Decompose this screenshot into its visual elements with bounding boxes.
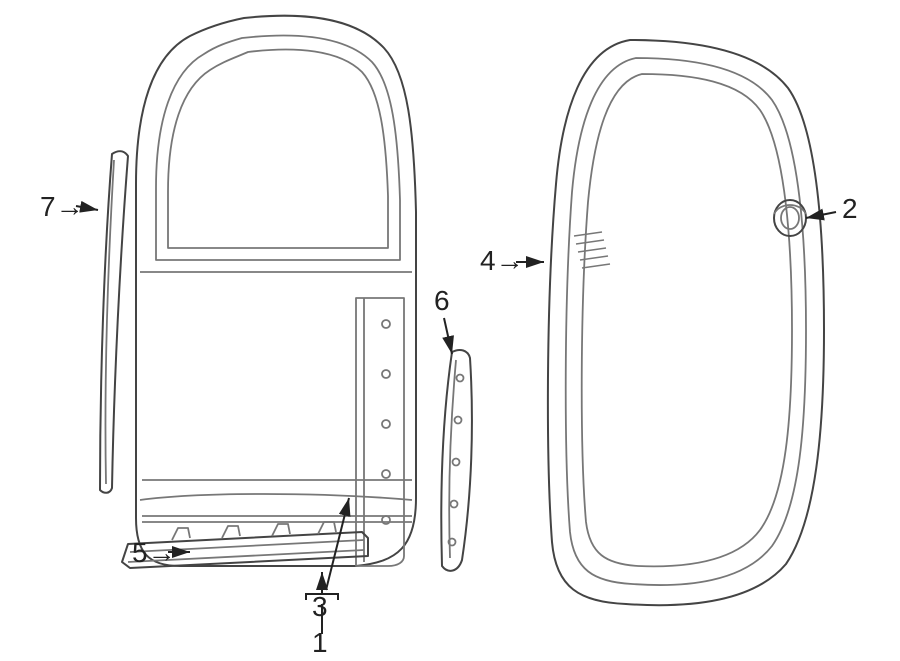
- part-edge-guard-front: [100, 151, 128, 493]
- callout-labels: 1 2 3 4→ 5→ 6 7→: [40, 191, 858, 658]
- callout-4-label: 4→: [480, 245, 524, 276]
- part-weatherstrip: [548, 40, 824, 605]
- callout-5-label: 5→: [132, 537, 176, 568]
- callout-7-label: 7→: [40, 191, 84, 222]
- callout-1-label: 1: [312, 627, 328, 658]
- part-lower-panel: [356, 298, 404, 566]
- callout-6-label: 6: [434, 285, 450, 316]
- part-door: [136, 16, 416, 566]
- callout-2-label: 2: [842, 193, 858, 224]
- parts-diagram: 1 2 3 4→ 5→ 6 7→: [0, 0, 900, 661]
- callout-3-label: 3: [312, 591, 328, 622]
- part-edge-guard-rear: [441, 350, 472, 571]
